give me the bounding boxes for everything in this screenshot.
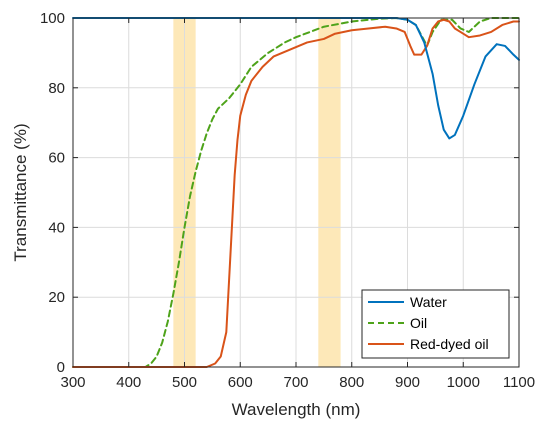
y-tick-label: 40 (48, 219, 65, 236)
x-tick-label: 600 (228, 374, 253, 391)
x-axis-label: Wavelength (nm) (232, 400, 361, 419)
highlight-band-2 (318, 18, 341, 367)
legend-label: Water (410, 294, 447, 310)
y-axis-label: Transmittance (%) (11, 123, 30, 261)
x-tick-label: 700 (283, 374, 308, 391)
axis-ticks: 300 400 500 600 700 800 900 1000 1100 0 20 40 60 80 10… (40, 10, 535, 391)
x-tick-label: 500 (172, 374, 197, 391)
y-tick-label: 80 (48, 80, 65, 97)
y-tick-label: 60 (48, 150, 65, 167)
y-tick-label: 20 (48, 289, 65, 306)
y-tick-label: 0 (57, 359, 65, 376)
x-tick-label: 1100 (503, 374, 535, 391)
series-line-water (72, 17, 520, 140)
legend: Water Oil Red-dyed oil (361, 289, 510, 359)
x-tick-label: 900 (395, 374, 420, 391)
legend-label: Red-dyed oil (410, 336, 489, 352)
legend-label: Oil (410, 315, 427, 331)
x-tick-label: 800 (339, 374, 364, 391)
series-line-red-dyed-oil (72, 18, 520, 368)
series-lines (72, 17, 520, 368)
x-tick-label: 400 (116, 374, 141, 391)
x-tick-label: 1000 (447, 374, 480, 391)
grid-lines (73, 18, 519, 367)
x-tick-label: 300 (60, 374, 85, 391)
y-tick-label: 100 (40, 10, 65, 27)
